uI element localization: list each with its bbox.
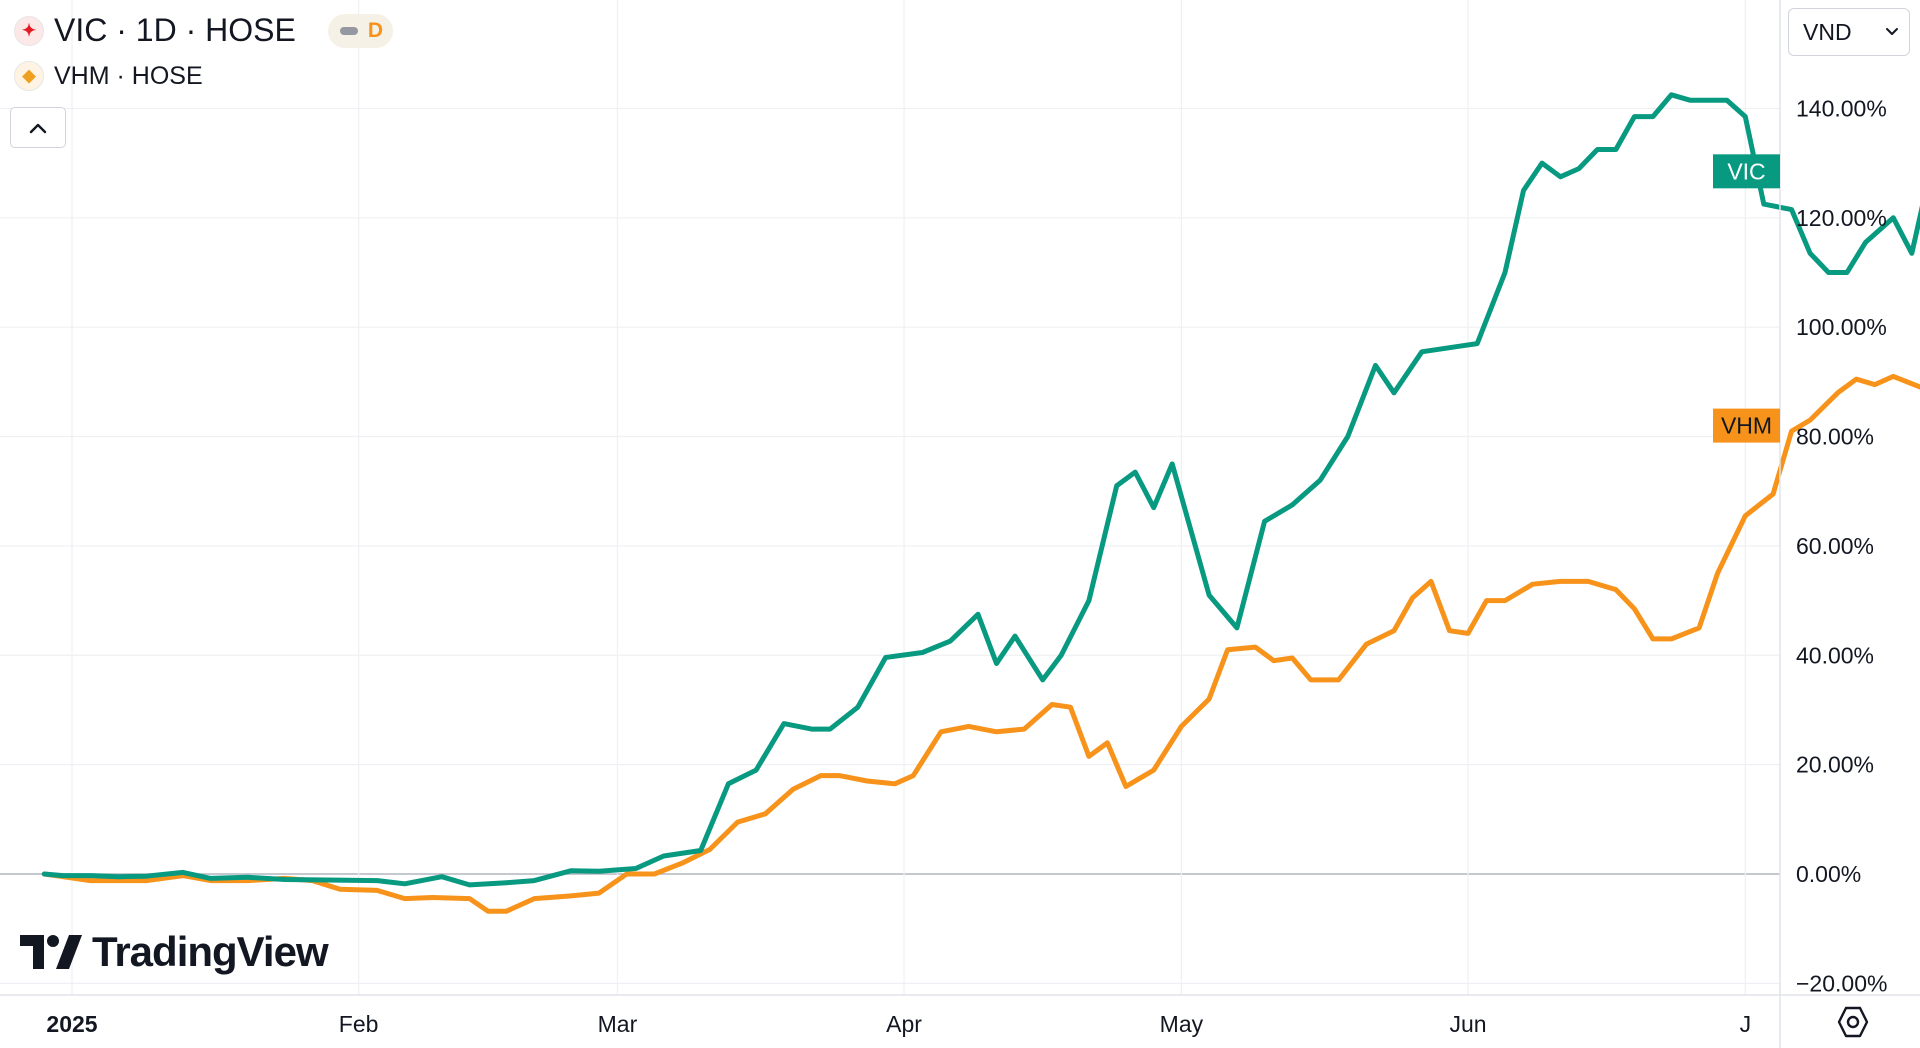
- x-tick-label: May: [1160, 1011, 1204, 1037]
- legend-vhm-title: VHM · HOSE: [54, 61, 203, 90]
- last-value-label-vic: VIC: [1727, 158, 1765, 184]
- tradingview-logo-icon: [20, 935, 82, 969]
- legend-vic-title: VIC · 1D · HOSE: [54, 12, 296, 48]
- interval-badge-letter: D: [367, 18, 383, 42]
- x-tick-label: 2025: [46, 1011, 97, 1037]
- x-tick-label: J: [1740, 1011, 1752, 1037]
- x-tick-label: Feb: [339, 1011, 379, 1037]
- last-value-tag-vic: [1713, 154, 1780, 189]
- interval-badge[interactable]: D: [327, 13, 393, 48]
- currency-label: VND: [1803, 18, 1852, 45]
- collapse-legend-button[interactable]: [10, 107, 66, 148]
- y-tick-label: 140.00%: [1796, 95, 1887, 121]
- legend-vic[interactable]: ✦ VIC · 1D · HOSE D: [14, 12, 393, 49]
- y-tick-label: 60.00%: [1796, 533, 1874, 559]
- y-tick-label: 120.00%: [1796, 205, 1887, 231]
- y-tick-label: 20.00%: [1796, 752, 1874, 778]
- y-tick-label: 100.00%: [1796, 314, 1887, 340]
- vingroup-logo-icon: ✦: [14, 15, 44, 46]
- y-tick-label: 0.00%: [1796, 861, 1861, 887]
- x-tick-label: Jun: [1449, 1011, 1486, 1037]
- chevron-up-icon: [29, 123, 47, 133]
- series-line-vhm[interactable]: [41, 373, 1920, 914]
- last-value-tag-vhm: [1713, 408, 1780, 443]
- vinhomes-logo-icon: ◆: [14, 61, 44, 91]
- series-line-vic[interactable]: [41, 92, 1920, 888]
- tradingview-brand[interactable]: TradingView: [20, 928, 329, 976]
- brand-wordmark: TradingView: [92, 928, 329, 975]
- grid-layer: [0, 0, 1780, 995]
- legend-vhm[interactable]: ◆ VHM · HOSE: [14, 61, 203, 91]
- y-tick-label: 40.00%: [1796, 642, 1874, 668]
- currency-select[interactable]: VND: [1788, 8, 1910, 56]
- x-tick-label: Mar: [598, 1011, 638, 1037]
- minus-icon: [339, 26, 358, 35]
- settings-hexagon-icon[interactable]: [1836, 1005, 1870, 1039]
- last-value-label-vhm: VHM: [1721, 413, 1772, 439]
- y-tick-label: −20.00%: [1796, 970, 1887, 996]
- x-tick-label: Apr: [886, 1011, 922, 1037]
- chevron-down-icon: [1886, 28, 1898, 35]
- series-layer: [41, 92, 1920, 914]
- y-tick-label: 80.00%: [1796, 424, 1874, 450]
